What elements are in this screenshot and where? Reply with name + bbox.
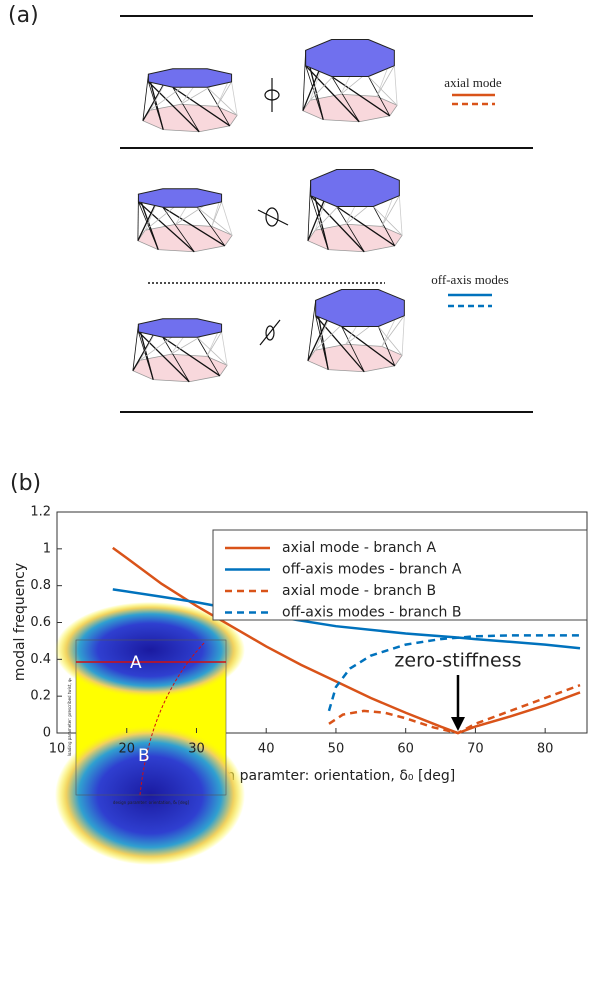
legend-text: off-axis modes - branch B [282, 605, 461, 621]
inset-y-label: loading parameter: prescribed twist, φ₀ [67, 677, 72, 756]
annotation-arrowhead [451, 717, 465, 731]
y-tick-label: 0.6 [30, 615, 51, 630]
y-tick-label: 0 [43, 726, 51, 741]
x-tick-label: 20 [118, 742, 135, 757]
prism-strut [394, 66, 397, 106]
prism-strut [232, 82, 238, 115]
prism-base [303, 94, 397, 121]
inset-label: A [130, 653, 142, 673]
mode-icons [258, 78, 288, 345]
y-tick-label: 1.2 [30, 505, 51, 520]
series-line [329, 685, 580, 733]
x-tick-label: 80 [537, 742, 554, 757]
prism-strut [399, 196, 402, 236]
panel-label: (b) [10, 471, 41, 496]
x-tick-label: 50 [328, 742, 345, 757]
legend-text: off-axis modes - branch A [282, 562, 462, 578]
y-tick-label: 0.8 [30, 578, 51, 593]
y-tick-label: 1 [43, 541, 51, 556]
x-tick-label: 60 [397, 742, 414, 757]
x-tick-label: 70 [467, 742, 484, 757]
x-tick-label: 30 [188, 742, 205, 757]
legend-text: off-axis modes [431, 272, 508, 287]
prism-top [148, 69, 231, 87]
series-line [329, 635, 580, 711]
prism-strut [402, 316, 404, 356]
inset: A B design paramter: orientation, δ₀ [de… [55, 602, 245, 865]
prism-base [308, 224, 402, 251]
page: {"panel_a": {"label": "(a)", "legend": [… [0, 0, 593, 989]
panel-label: (a) [8, 3, 39, 28]
legend-text: axial mode [444, 75, 502, 90]
prism-top [138, 319, 221, 337]
figure: (a) axial mode off-axis modes (b) modal … [0, 0, 593, 989]
x-tick-label: 10 [49, 742, 66, 757]
legend-text: axial mode - branch B [282, 583, 436, 599]
prism-top [311, 170, 400, 207]
y-axis-label: modal frequency [12, 563, 28, 681]
inset-label: B [138, 746, 150, 766]
prism-top [138, 189, 221, 207]
y-tick-label: 0.2 [30, 689, 51, 704]
legend-text: axial mode - branch A [282, 540, 436, 556]
annotation: zero-stiffness [394, 650, 521, 672]
prism-top [306, 40, 395, 77]
prism-strut [222, 202, 233, 235]
prism-strut [222, 332, 228, 365]
x-tick-label: 40 [258, 742, 275, 757]
prism-base [308, 344, 402, 371]
inset-x-label: design paramter: orientation, δ₀ [deg] [113, 800, 190, 805]
prism-top [316, 290, 405, 327]
prism-base [138, 224, 232, 251]
y-tick-label: 0.4 [30, 652, 51, 667]
